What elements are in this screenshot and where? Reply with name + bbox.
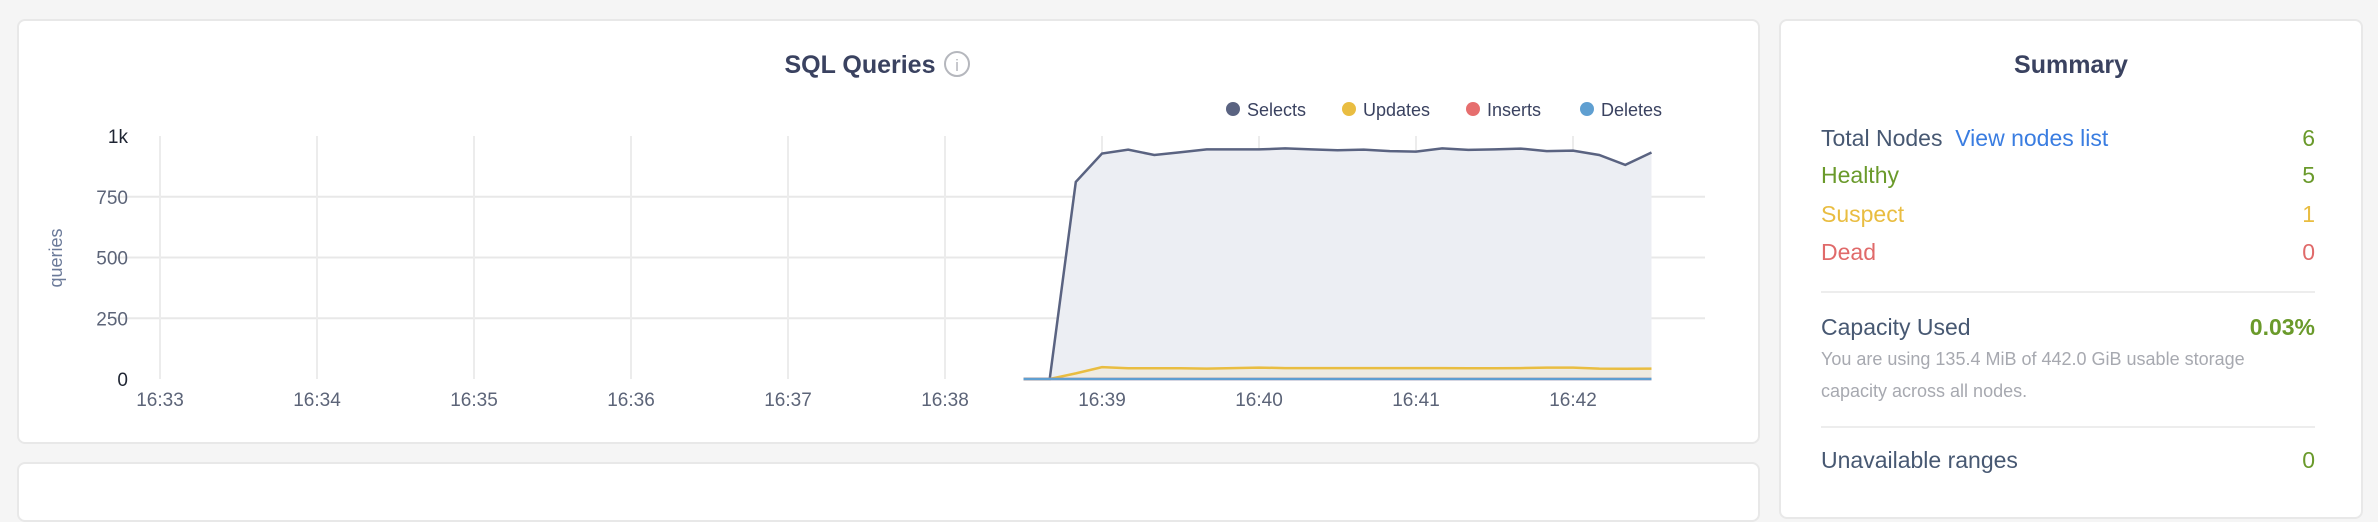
deletes-legend-dot xyxy=(1580,102,1594,116)
x-tick-label: 16:38 xyxy=(921,390,969,411)
selects-line xyxy=(1023,147,1653,381)
total-nodes-row: Total Nodes View nodes list 6 xyxy=(1821,125,2315,152)
unavailable-ranges-label: Unavailable ranges xyxy=(1821,447,2018,473)
sql-queries-chart: SQL Queries i 0 250 500 750 1k 16:33 16:34 16:… xyxy=(46,51,1705,411)
deletes-legend-label: Deletes xyxy=(1601,100,1662,120)
unavailable-ranges-row: Unavailable ranges 0 xyxy=(1821,447,2315,474)
inserts-legend-label: Inserts xyxy=(1487,100,1541,120)
healthy-value: 5 xyxy=(2302,162,2315,188)
capacity-value: 0.03% xyxy=(2249,314,2315,340)
y-axis-label: queries xyxy=(46,228,66,287)
selects-legend-dot xyxy=(1226,102,1240,116)
info-circle-icon[interactable]: i xyxy=(944,51,970,77)
x-tick-label: 16:42 xyxy=(1549,390,1597,411)
suspect-row: Suspect 1 xyxy=(1821,201,2315,228)
y-tick-label: 750 xyxy=(96,188,128,209)
chart-title: SQL Queries xyxy=(785,51,936,79)
unavailable-ranges-value: 0 xyxy=(2302,447,2315,473)
summary-card: Summary Total Nodes View nodes list 6 He… xyxy=(1779,19,2363,519)
total-nodes-value: 6 xyxy=(2302,125,2315,151)
y-tick-label: 1k xyxy=(108,127,129,148)
view-nodes-list-link[interactable]: View nodes list xyxy=(1955,125,2109,151)
y-tick-label: 500 xyxy=(96,249,128,270)
x-tick-label: 16:37 xyxy=(764,390,812,411)
updates-legend-label: Updates xyxy=(1363,100,1430,120)
capacity-row: Capacity Used 0.03% xyxy=(1821,314,2315,341)
x-tick-label: 16:35 xyxy=(450,390,498,411)
inserts-legend-dot xyxy=(1466,102,1480,116)
updates-line xyxy=(1023,365,1652,381)
x-tick-label: 16:41 xyxy=(1392,390,1440,411)
divider xyxy=(1821,291,2315,293)
total-nodes-label: Total Nodes xyxy=(1821,125,1943,151)
suspect-label: Suspect xyxy=(1821,201,1905,227)
summary-title: Summary xyxy=(2014,51,2128,79)
lower-card xyxy=(17,462,1760,522)
updates-area xyxy=(1023,367,1652,379)
selects-legend-label: Selects xyxy=(1247,100,1306,120)
healthy-label: Healthy xyxy=(1821,162,1899,188)
x-tick-label: 16:40 xyxy=(1235,390,1283,411)
x-tick-label: 16:39 xyxy=(1078,390,1126,411)
dead-value: 0 xyxy=(2302,239,2315,265)
y-tick-label: 0 xyxy=(117,370,128,391)
x-tick-label: 16:36 xyxy=(607,390,655,411)
x-tick-label: 16:34 xyxy=(293,390,341,411)
dead-label: Dead xyxy=(1821,239,1876,265)
y-tick-label: 250 xyxy=(96,309,128,330)
dead-row: Dead 0 xyxy=(1821,239,2315,266)
capacity-label: Capacity Used xyxy=(1821,314,1971,340)
svg-text:i: i xyxy=(955,56,959,75)
capacity-description: You are using 135.4 MiB of 442.0 GiB usa… xyxy=(1821,349,2245,401)
x-tick-label: 16:33 xyxy=(136,390,184,411)
selects-area xyxy=(1023,148,1652,379)
healthy-row: Healthy 5 xyxy=(1821,162,2315,189)
divider xyxy=(1821,426,2315,428)
updates-legend-dot xyxy=(1342,102,1356,116)
suspect-value: 1 xyxy=(2302,201,2315,227)
